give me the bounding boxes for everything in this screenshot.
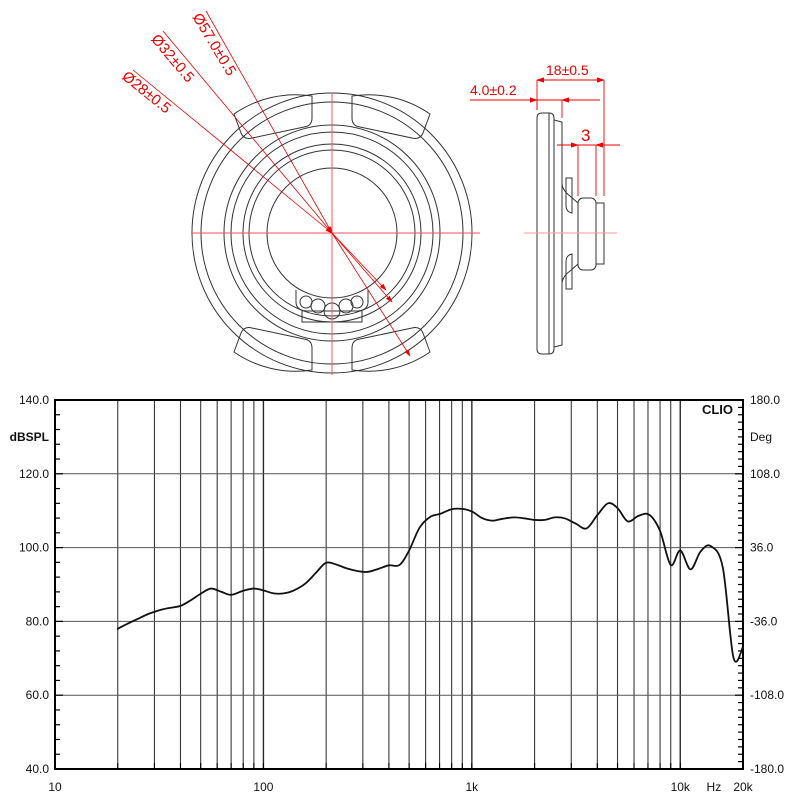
side-magnet-core xyxy=(577,197,597,271)
leader-dia57-lower xyxy=(331,232,411,357)
y-tick-label: 100.0 xyxy=(19,541,49,555)
dim-label-magnet-3: 3 xyxy=(581,126,591,145)
leader-dia57-upper xyxy=(205,10,333,234)
frequency-response-chart: 40.0 60.0 80.0 100.0 120.0 140.0 -180.0 -108.0 -… xyxy=(0,378,800,800)
vertical-gridlines xyxy=(117,400,672,769)
leader-dia28-lower xyxy=(331,232,387,291)
mechanical-drawing: Ø57.0±0.5 Ø32±0.5 Ø28±0.5 18±0.5 4.0±0.2… xyxy=(0,0,800,378)
grille-slot-bottom-left xyxy=(233,327,313,372)
y2-tick-label: -108.0 xyxy=(750,688,784,702)
right-axis-ticks xyxy=(735,399,743,770)
grille-slot-bottom-right xyxy=(351,327,431,372)
horizontal-gridlines xyxy=(55,473,743,696)
y2-tick-label: 108.0 xyxy=(750,467,780,481)
y-tick-label: 60.0 xyxy=(26,688,50,702)
y-tick-label: 120.0 xyxy=(19,467,49,481)
terminal-hole-1 xyxy=(299,295,313,309)
bottom-axis-ticks xyxy=(54,763,744,769)
leader-dia32-lower xyxy=(331,232,393,303)
y-tick-label: 80.0 xyxy=(26,614,50,628)
side-dimension-lines xyxy=(470,77,620,196)
x-tick-label: 10k xyxy=(671,780,691,794)
left-axis-ticks xyxy=(55,399,63,770)
x-tick-label: 10 xyxy=(48,780,62,794)
grille-slots xyxy=(233,94,431,372)
y2-tick-label: 180.0 xyxy=(750,393,780,407)
leader-dia32-upper xyxy=(162,30,333,234)
y2-tick-label: 36.0 xyxy=(750,541,774,555)
y2-tick-label: -36.0 xyxy=(750,614,778,628)
side-vent-upper xyxy=(565,177,573,214)
y2-axis-label: Deg xyxy=(750,430,772,444)
side-vent-lower xyxy=(565,253,573,290)
y-axis-label: dBSPL xyxy=(10,430,49,444)
y-tick-label: 40.0 xyxy=(26,762,50,776)
chart-svg[interactable]: 40.0 60.0 80.0 100.0 120.0 140.0 -180.0 -108.0 -… xyxy=(0,378,800,800)
grille-slot-top-left xyxy=(233,94,313,139)
chart-background xyxy=(0,378,800,800)
front-view-centerlines xyxy=(192,93,480,375)
x-tick-label: 1k xyxy=(465,780,479,794)
x-axis-unit-label: Hz xyxy=(707,780,722,794)
front-dimension-leaders xyxy=(132,10,411,357)
dim-label-flange-4: 4.0±0.2 xyxy=(470,82,517,98)
dim-label-depth-18: 18±0.5 xyxy=(546,62,589,78)
clio-watermark: CLIO xyxy=(702,402,733,417)
data-curve-spl xyxy=(116,502,744,663)
x-tick-label: 20k xyxy=(733,780,753,794)
drawing-svg xyxy=(132,10,620,375)
y2-tick-label: -180.0 xyxy=(750,762,784,776)
terminal-hole-2 xyxy=(310,298,326,314)
side-flange-plate xyxy=(536,112,555,355)
leader-dia28-upper xyxy=(132,69,333,234)
y-tick-label: 140.0 xyxy=(19,393,49,407)
grille-slot-top-right xyxy=(351,94,431,139)
terminal-hole-4 xyxy=(350,295,364,309)
x-tick-label: 100 xyxy=(253,780,273,794)
